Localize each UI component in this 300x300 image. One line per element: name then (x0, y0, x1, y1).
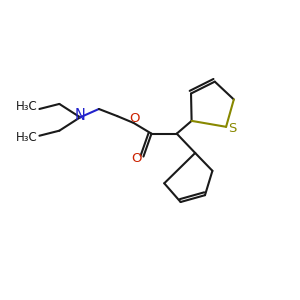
Text: O: O (130, 112, 140, 125)
Text: H₃C: H₃C (16, 100, 38, 113)
Text: S: S (228, 122, 237, 134)
Text: O: O (132, 152, 142, 165)
Text: H₃C: H₃C (16, 131, 38, 144)
Text: N: N (75, 108, 86, 123)
